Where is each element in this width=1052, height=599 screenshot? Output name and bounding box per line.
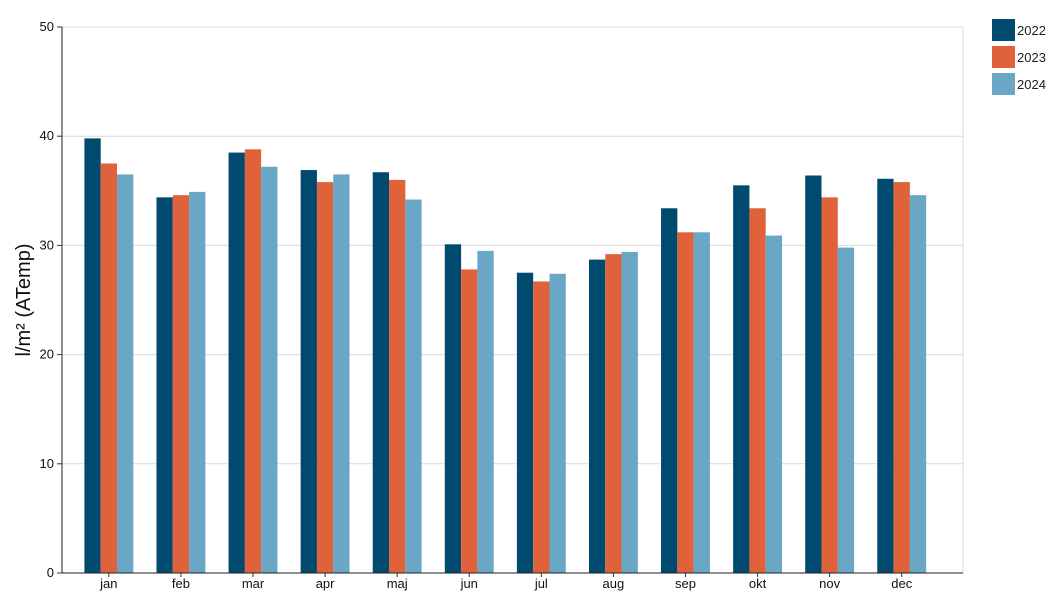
legend-label-2022: 2022 <box>1017 23 1046 38</box>
bar-nov-2023 <box>821 197 838 574</box>
bar-aug-2023 <box>605 254 622 574</box>
y-tick-label: 10 <box>40 456 54 471</box>
bar-feb-2024 <box>189 191 206 573</box>
y-tick-label: 20 <box>40 347 54 362</box>
bar-sep-2022 <box>661 208 678 573</box>
legend-label-2023: 2023 <box>1017 50 1046 65</box>
bar-apr-2023 <box>316 182 334 573</box>
bar-okt-2023 <box>749 208 766 573</box>
x-tick-label-okt: okt <box>749 576 767 591</box>
bar-mar-2024 <box>261 166 278 573</box>
bar-sep-2023 <box>677 232 694 573</box>
bars <box>84 138 927 574</box>
bar-apr-2022 <box>300 170 317 573</box>
legend-swatch-2024 <box>992 73 1015 95</box>
bar-maj-2022 <box>372 172 390 573</box>
bar-jan-2023 <box>100 163 118 573</box>
bar-jan-2024 <box>117 174 134 574</box>
bar-feb-2022 <box>156 197 173 574</box>
x-tick-label-aug: aug <box>603 576 625 591</box>
x-tick-label-jul: jul <box>534 576 548 591</box>
bar-okt-2024 <box>765 235 783 573</box>
bar-jun-2022 <box>444 244 462 574</box>
bar-jul-2024 <box>549 273 566 573</box>
y-tick-label: 40 <box>40 128 54 143</box>
y-tick-label: 30 <box>40 237 54 252</box>
legend-label-2024: 2024 <box>1017 77 1046 92</box>
x-tick-label-feb: feb <box>172 576 190 591</box>
legend-swatch-2022 <box>992 19 1015 41</box>
bar-sep-2024 <box>693 232 710 573</box>
bar-aug-2022 <box>588 259 606 573</box>
x-tick-label-sep: sep <box>675 576 696 591</box>
bar-jun-2024 <box>477 250 494 574</box>
legend: 2022 2023 2024 <box>992 19 1046 95</box>
bar-jul-2023 <box>533 281 550 573</box>
y-tick-label: 50 <box>40 19 54 34</box>
bar-mar-2022 <box>228 152 245 573</box>
y-tick-labels: 0 10 20 30 40 50 <box>40 19 62 580</box>
bar-dec-2023 <box>893 182 910 573</box>
bar-maj-2024 <box>405 199 422 573</box>
bar-nov-2022 <box>805 175 822 573</box>
x-tick-label-jan: jan <box>99 576 117 591</box>
x-tick-label-nov: nov <box>819 576 840 591</box>
bar-nov-2024 <box>837 247 855 574</box>
bar-maj-2023 <box>389 179 406 573</box>
legend-swatch-2023 <box>992 46 1015 68</box>
bar-dec-2024 <box>909 195 927 573</box>
y-axis-title: l/m² (ATemp) <box>13 244 35 357</box>
bar-dec-2022 <box>877 178 894 573</box>
x-tick-label-dec: dec <box>891 576 912 591</box>
bar-jan-2022 <box>84 138 101 573</box>
bar-feb-2023 <box>172 195 190 573</box>
axes <box>61 27 963 574</box>
bar-mar-2023 <box>244 149 262 573</box>
x-tick-labels: jan feb mar apr maj jun jul aug sep okt nov dec <box>99 573 913 591</box>
bar-apr-2024 <box>333 174 350 574</box>
bar-jul-2022 <box>516 272 534 573</box>
bar-jun-2023 <box>461 269 478 573</box>
y-tick-label: 0 <box>47 565 54 580</box>
x-tick-label-jun: jun <box>460 576 478 591</box>
bar-okt-2022 <box>733 185 750 573</box>
bar-aug-2024 <box>621 251 638 573</box>
x-tick-label-maj: maj <box>387 576 408 591</box>
x-tick-label-mar: mar <box>242 576 265 591</box>
x-tick-label-apr: apr <box>316 576 335 591</box>
